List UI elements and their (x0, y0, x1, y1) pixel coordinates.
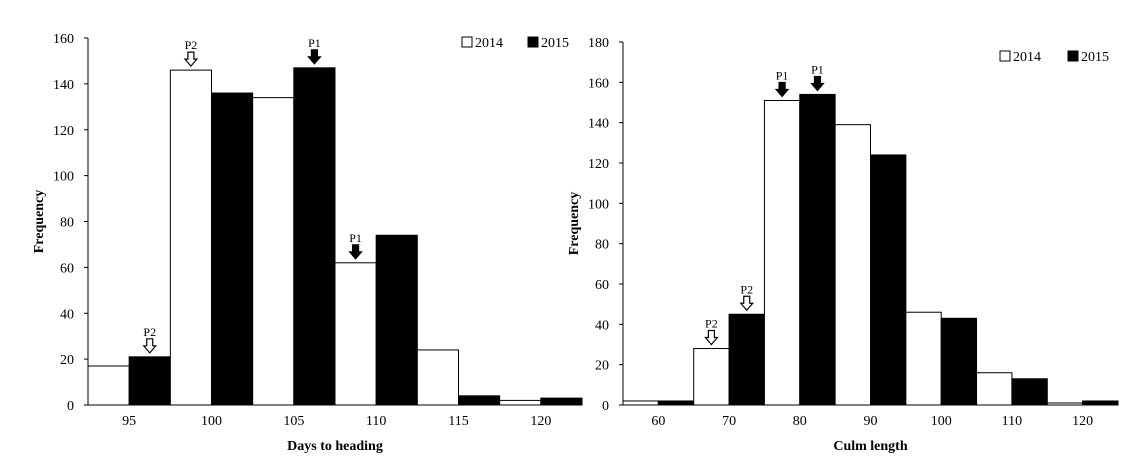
x-axis-title: Culm length (833, 439, 908, 454)
y-tick-label: 20 (595, 359, 609, 374)
y-tick-label: 140 (588, 117, 609, 132)
x-tick-label: 70 (722, 414, 736, 429)
hollow-arrow-icon (704, 329, 719, 346)
y-tick-label: 120 (588, 157, 609, 172)
marker-p1: P1 (774, 68, 790, 98)
marker-label: P2 (143, 325, 156, 339)
legend-label-2015: 2015 (1081, 50, 1109, 65)
legend: 2014 2015 (999, 50, 1109, 65)
chart-panel-2: P2 P2 P1 P1 0 20 40 60 80 100 120 140 160 180 60 70 80 90… (567, 36, 1119, 454)
y-tick-label: 60 (60, 261, 74, 276)
bar-2015-bin-2 (211, 92, 254, 406)
y-tick-label: 160 (53, 32, 74, 47)
marker-p1: P1 (348, 231, 363, 260)
bar-2014-bin-5 (416, 349, 460, 406)
x-tick-label: 60 (651, 414, 665, 429)
bar-2015-bin-1 (128, 356, 171, 406)
bar-2014-bin-6 (976, 372, 1013, 406)
y-tick-label: 100 (588, 197, 609, 212)
marker-p2: P2 (739, 282, 755, 312)
marker-p1: P1 (307, 36, 322, 65)
legend-swatch-2015 (527, 36, 539, 48)
solid-arrow-icon (810, 75, 825, 92)
bar-2015-bin-6 (540, 397, 583, 406)
marker-p1: P1 (810, 62, 825, 92)
bar-2014-bin-3 (763, 99, 801, 406)
y-tick-label: 0 (602, 399, 609, 414)
x-tick-label: 95 (122, 414, 136, 429)
y-tick-label: 0 (67, 399, 74, 414)
marker-p2: P2 (142, 325, 158, 354)
bar-2014-bin-3 (252, 97, 295, 406)
y-tick-label: 120 (53, 124, 74, 139)
y-tick-label: 80 (60, 216, 74, 231)
bar-2014-bin-4 (834, 124, 872, 406)
bar-2015-bin-5 (458, 395, 501, 406)
bar-2015-bin-7 (1082, 400, 1119, 406)
legend-swatch-2014 (461, 36, 473, 48)
marker-label: P2 (185, 38, 198, 52)
y-tick-label: 80 (595, 238, 609, 253)
y-tick-label: 100 (53, 170, 74, 185)
x-tick-label: 110 (366, 414, 386, 429)
x-tick-label: 100 (201, 414, 222, 429)
bar-2015-bin-4 (870, 154, 907, 406)
marker-label: P1 (811, 62, 824, 76)
hollow-arrow-icon (142, 338, 158, 354)
legend: 2014 2015 (461, 36, 569, 51)
bar-2015-bin-3 (293, 67, 336, 406)
legend-label-2015: 2015 (541, 36, 569, 51)
marker-p2: P2 (183, 38, 199, 68)
bar-2014-bin-5 (905, 311, 942, 406)
y-tick-label: 40 (60, 307, 74, 322)
bar-2015-bin-4 (375, 234, 418, 406)
y-axis-title: Frequency (567, 192, 582, 256)
bar-2015-bin-2 (728, 313, 765, 406)
bar-2014-bin-2 (169, 69, 212, 406)
x-tick-label: 115 (448, 414, 468, 429)
legend-label-2014: 2014 (475, 36, 503, 51)
x-tick-label: 90 (864, 414, 878, 429)
y-tick-label: 180 (588, 36, 609, 51)
bar-2015-bin-3 (799, 93, 836, 406)
y-tick-label: 160 (588, 76, 609, 91)
y-tick-label: 140 (53, 78, 74, 93)
y-tick-label: 20 (60, 353, 74, 368)
x-tick-label: 80 (793, 414, 807, 429)
marker-p2: P2 (704, 317, 719, 346)
marker-label: P2 (740, 282, 753, 296)
y-tick-label: 60 (595, 278, 609, 293)
x-tick-label: 105 (283, 414, 304, 429)
bar-2015-bin-6 (1011, 378, 1048, 406)
solid-arrow-icon (348, 244, 363, 260)
bar-2014-bin-1 (87, 365, 130, 406)
bar-2014-bin-6 (499, 399, 542, 406)
chart-panel-1: P2 P2 P1 P1 0 20 40 60 80 100 120 140 160 95 100 105 110… (32, 32, 583, 454)
x-tick-label: 120 (1072, 414, 1093, 429)
solid-arrow-icon (774, 81, 790, 98)
hollow-arrow-icon (739, 295, 755, 312)
y-tick-label: 40 (595, 318, 609, 333)
x-tick-label: 100 (931, 414, 952, 429)
bar-2015-bin-5 (940, 317, 978, 406)
bar-2014-bin-4 (334, 262, 377, 406)
marker-label: P2 (705, 317, 718, 331)
hollow-arrow-icon (183, 51, 199, 68)
bar-2014-bin-1 (622, 400, 659, 406)
y-axis-title: Frequency (32, 190, 47, 254)
legend-swatch-2015 (1067, 50, 1079, 62)
legend-label-2014: 2014 (1013, 50, 1041, 65)
bar-2015-bin-1 (657, 400, 695, 406)
legend-swatch-2014 (999, 50, 1011, 62)
marker-label: P1 (349, 231, 362, 245)
x-tick-label: 120 (530, 414, 551, 429)
solid-arrow-icon (307, 49, 322, 65)
x-tick-label: 110 (1002, 414, 1022, 429)
x-axis-title: Days to heading (287, 439, 383, 454)
marker-label: P1 (308, 36, 321, 50)
bar-2014-bin-2 (693, 348, 730, 406)
marker-label: P1 (776, 68, 789, 82)
